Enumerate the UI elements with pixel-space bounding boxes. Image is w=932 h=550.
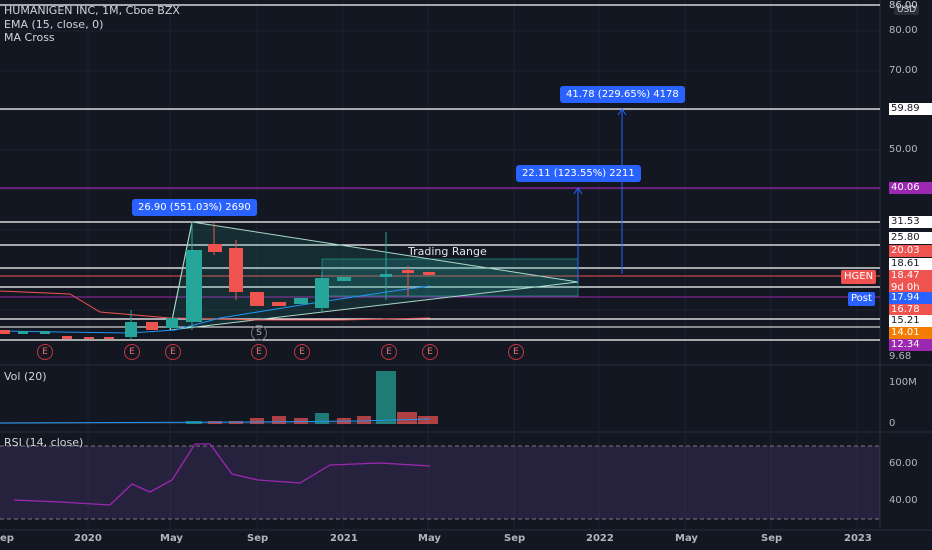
horizontal-levels[interactable] — [0, 4, 880, 341]
level-label-25-80[interactable]: 25.80 — [889, 232, 932, 244]
time-tick: May — [160, 533, 183, 544]
price-tick: 80.00 — [889, 25, 918, 36]
time-tick: May — [418, 533, 441, 544]
time-tick: May — [675, 533, 698, 544]
price-tick-top: 86.00 — [889, 0, 918, 11]
earnings-marker[interactable]: E — [422, 344, 438, 360]
price-tick: 9.68 — [889, 351, 912, 362]
time-tick: 2022 — [586, 533, 614, 544]
earnings-marker[interactable]: E — [165, 344, 181, 360]
triangle-left-leg — [169, 221, 193, 331]
rsi-tick: 40.00 — [889, 495, 918, 506]
level-label-18-61[interactable]: 18.61 — [889, 258, 932, 270]
grid — [0, 0, 880, 530]
earnings-marker[interactable]: E — [124, 344, 140, 360]
ema-blue-line — [0, 285, 431, 334]
price-tick: 70.00 — [889, 65, 918, 76]
level-label-20-03[interactable]: 20.03 — [889, 245, 932, 257]
earnings-marker[interactable]: E — [37, 344, 53, 360]
level-label-16-78[interactable]: 16.78 — [889, 304, 932, 316]
time-tick: 2020 — [74, 533, 102, 544]
trading-range-annotation[interactable]: Trading Range — [408, 245, 487, 258]
level-label-59-89[interactable]: 59.89 — [889, 103, 932, 115]
ema-legend[interactable]: EMA (15, close, 0) — [4, 18, 104, 31]
earnings-marker[interactable]: E — [294, 344, 310, 360]
measure-pill-1[interactable]: 26.90 (551.03%) 2690 — [132, 199, 257, 216]
level-label-14-01[interactable]: 14.01 — [889, 327, 932, 339]
volume-legend[interactable]: Vol (20) — [4, 370, 47, 383]
level-label-15-21[interactable]: 15.21 — [889, 315, 932, 327]
earnings-marker[interactable]: E — [508, 344, 524, 360]
bar-countdown-label: 9d 0h — [889, 282, 932, 294]
measure-pill-2[interactable]: 22.11 (123.55%) 2211 — [516, 165, 641, 182]
post-badge[interactable]: Post — [848, 292, 875, 306]
post-price-label[interactable]: 17.94 — [889, 292, 932, 304]
time-tick: 2021 — [330, 533, 358, 544]
trading-range-box[interactable] — [321, 258, 579, 297]
volume-tick: 0 — [889, 418, 896, 429]
currency-button[interactable]: USD — [894, 5, 920, 15]
time-tick: ep — [0, 533, 14, 544]
earnings-marker[interactable]: E — [381, 344, 397, 360]
volume-bars[interactable] — [0, 371, 438, 424]
rsi-tick: 60.00 — [889, 458, 918, 469]
measure-pill-3[interactable]: 41.78 (229.65%) 4178 — [560, 86, 685, 103]
volume-tick: 100M — [889, 377, 917, 388]
ma-cross-legend[interactable]: MA Cross — [4, 31, 55, 44]
earnings-marker[interactable]: E — [251, 344, 267, 360]
rsi-legend[interactable]: RSI (14, close) — [4, 436, 84, 449]
price-tick: 50.00 — [889, 144, 918, 155]
split-marker[interactable]: S — [251, 325, 267, 341]
time-tick: 2023 — [844, 533, 872, 544]
level-label-31-53[interactable]: 31.53 — [889, 216, 932, 228]
last-price-label[interactable]: 18.47 — [889, 270, 932, 282]
time-tick: Sep — [504, 533, 526, 544]
candles[interactable] — [0, 222, 435, 340]
time-tick: Sep — [761, 533, 783, 544]
level-label-12-34[interactable]: 12.34 — [889, 339, 932, 351]
rsi-line — [13, 443, 431, 506]
level-label-40-06[interactable]: 40.06 — [889, 182, 932, 194]
symbol-badge[interactable]: HGEN — [841, 270, 877, 284]
rsi-band — [0, 446, 880, 519]
time-tick: Sep — [247, 533, 269, 544]
symbol-legend[interactable]: HUMANIGEN INC, 1M, Cboe BZX — [4, 4, 180, 17]
